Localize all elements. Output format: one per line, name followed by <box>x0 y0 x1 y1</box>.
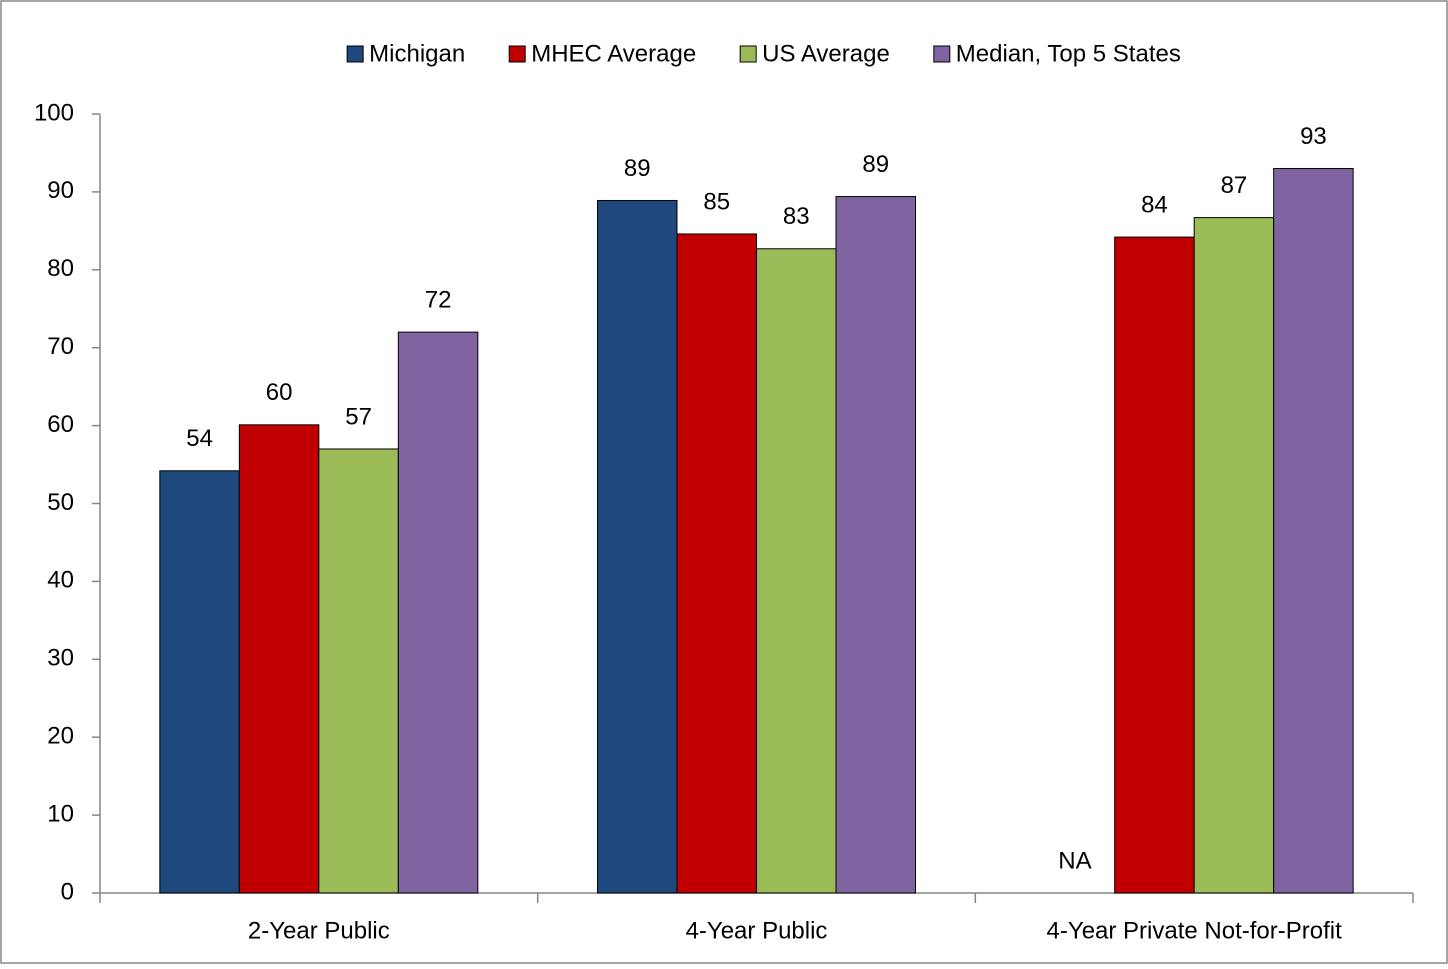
y-tick-label: 40 <box>47 567 74 594</box>
legend-swatch <box>933 45 951 63</box>
data-label: 84 <box>1141 191 1168 218</box>
y-tick-label: 30 <box>47 645 74 672</box>
legend: Michigan MHEC Average US Average Median, To… <box>346 40 1181 67</box>
legend-item: US Average <box>739 40 890 67</box>
legend-label: US Average <box>762 40 890 67</box>
x-tick-label: 4-Year Private Not-for-Profit <box>1047 917 1343 944</box>
bar <box>756 248 837 894</box>
bar <box>318 448 399 894</box>
legend-swatch <box>739 45 757 63</box>
bar <box>676 233 757 894</box>
bar <box>1193 217 1275 894</box>
legend-item: Median, Top 5 States <box>933 40 1181 67</box>
data-label: 87 <box>1221 172 1248 199</box>
y-tick-label: 50 <box>47 489 74 516</box>
data-label: 85 <box>703 188 730 215</box>
y-tick-label: 0 <box>61 878 74 905</box>
data-label: 60 <box>266 379 293 406</box>
bar <box>159 470 240 894</box>
y-tick-label: 80 <box>47 255 74 282</box>
legend-swatch <box>346 45 364 63</box>
y-tick-label: 100 <box>34 99 74 126</box>
bar <box>835 196 916 894</box>
x-tick-label: 2-Year Public <box>248 917 390 944</box>
data-label: 83 <box>783 203 810 230</box>
data-label: 54 <box>186 425 213 452</box>
data-label: 89 <box>624 155 651 182</box>
y-tick-label: 70 <box>47 333 74 360</box>
legend-label: Michigan <box>369 40 465 67</box>
y-tick-label: 20 <box>47 723 74 750</box>
legend-label: MHEC Average <box>531 40 696 67</box>
legend-swatch <box>508 45 526 63</box>
y-tick-label: 60 <box>47 411 74 438</box>
data-label: 89 <box>862 151 889 178</box>
data-label: 57 <box>345 403 372 430</box>
y-tick-label: 10 <box>47 800 74 827</box>
data-label: NA <box>1058 847 1091 874</box>
bar <box>397 331 479 894</box>
bar <box>1114 236 1195 894</box>
bar <box>238 424 320 894</box>
legend-item: Michigan <box>346 40 465 67</box>
legend-label: Median, Top 5 States <box>956 40 1181 67</box>
legend-item: MHEC Average <box>508 40 696 67</box>
data-label: 72 <box>425 286 452 313</box>
data-label: 93 <box>1300 123 1327 150</box>
bar <box>597 199 678 894</box>
x-tick-label: 4-Year Public <box>686 917 828 944</box>
y-tick-label: 90 <box>47 177 74 204</box>
bar <box>1273 168 1354 894</box>
